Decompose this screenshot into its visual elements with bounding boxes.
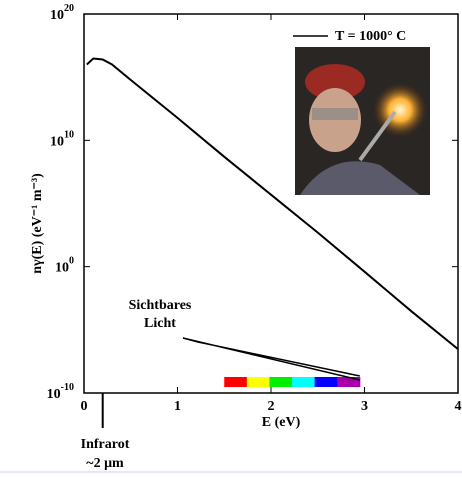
x-axis-label: E (eV): [262, 415, 301, 430]
y-tick-base: 10: [47, 387, 61, 402]
y-tick-label: 10-10: [47, 382, 74, 402]
x-tick-label: 2: [268, 399, 275, 414]
y-tick-exponent: 0: [69, 256, 74, 267]
y-tick-label: 1020: [50, 3, 74, 23]
annotation-label: Licht: [144, 316, 176, 331]
line-series: [86, 57, 459, 350]
spectrum-segment: [224, 377, 248, 387]
annotation-arrow: [182, 337, 360, 381]
y-tick-base: 10: [55, 261, 69, 276]
spectrum-segment: [314, 377, 338, 387]
y-axis-label: nγ(E) (eV⁻¹ m⁻³): [30, 173, 45, 274]
infrared-label: Infrarot: [81, 437, 130, 452]
y-tick-exponent: 10: [64, 130, 74, 141]
y-tick-exponent: -10: [61, 382, 74, 393]
spectrum-segment: [246, 377, 270, 387]
annotation-label: Sichtbares: [129, 298, 192, 313]
photo: [295, 47, 430, 195]
x-tick-label: 4: [455, 399, 462, 414]
x-tick-label: 0: [81, 399, 88, 414]
y-tick-label: 1010: [50, 130, 74, 150]
spectrum-segment: [269, 377, 293, 387]
y-tick-base: 10: [50, 135, 64, 150]
spectrum-segment: [337, 377, 361, 387]
spectrum-segment: [292, 377, 316, 387]
legend-label: T = 1000° C: [335, 29, 406, 44]
x-tick-label: 1: [174, 399, 181, 414]
x-tick-label: 3: [361, 399, 368, 414]
infrared-label: ~2 μm: [86, 456, 124, 471]
y-tick-base: 10: [50, 8, 64, 23]
y-tick-exponent: 20: [64, 3, 74, 14]
y-tick-label: 100: [55, 256, 74, 276]
